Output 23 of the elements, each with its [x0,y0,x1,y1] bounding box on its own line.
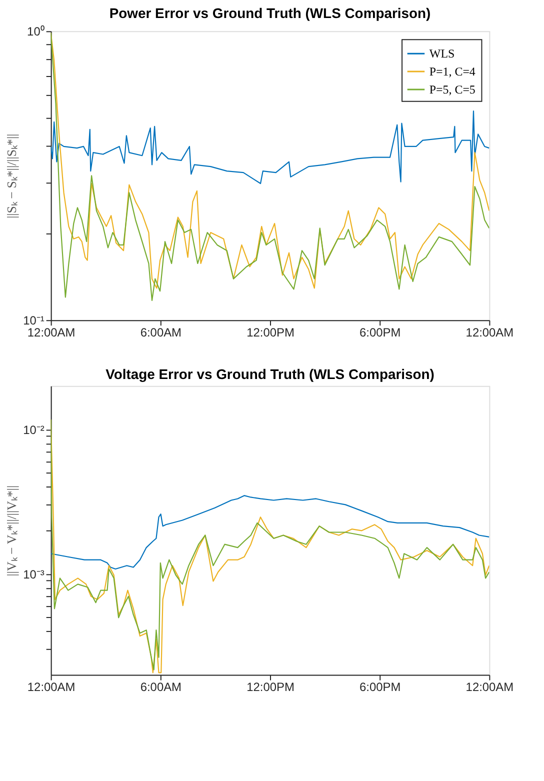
x-tick-label: 6:00AM [140,680,182,694]
y-axis-title: ||Sₖ − Sₖ*||/||Sₖ*|| [4,134,20,218]
legend-label: P=1, C=4 [429,64,476,79]
x-tick-label: 12:00AM [27,680,76,694]
x-tick-label: 12:00AM [466,326,514,340]
y-axis-title: ||Vₖ − Vₖ*||/||Vₖ*|| [4,485,20,576]
legend-label: WLS [429,46,455,61]
y-tick-label: 10⁰ [27,24,44,39]
chart-title: Voltage Error vs Ground Truth (WLS Comparison) [106,366,434,382]
legend-label: P=5, C=5 [429,82,476,96]
line-series [50,495,490,570]
y-tick-label: 10⁻³ [23,567,44,582]
x-tick-label: 12:00AM [466,680,514,694]
y-tick-label: 10⁻² [23,422,44,437]
y-tick-label: 10⁻¹ [23,314,44,328]
line-series [50,110,490,184]
x-tick-label: 6:00AM [140,326,182,340]
x-tick-label: 6:00PM [360,680,401,694]
x-tick-label: 12:00PM [246,680,294,694]
chart-title: Power Error vs Ground Truth (WLS Comparison) [109,5,431,22]
x-tick-label: 12:00AM [27,326,76,340]
x-tick-label: 6:00PM [360,326,401,340]
x-tick-label: 12:00PM [246,326,294,340]
